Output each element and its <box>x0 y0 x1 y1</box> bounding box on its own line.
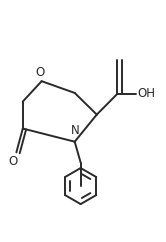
Text: N: N <box>71 124 80 137</box>
Text: OH: OH <box>138 87 156 100</box>
Text: O: O <box>9 156 18 168</box>
Text: O: O <box>35 66 45 79</box>
